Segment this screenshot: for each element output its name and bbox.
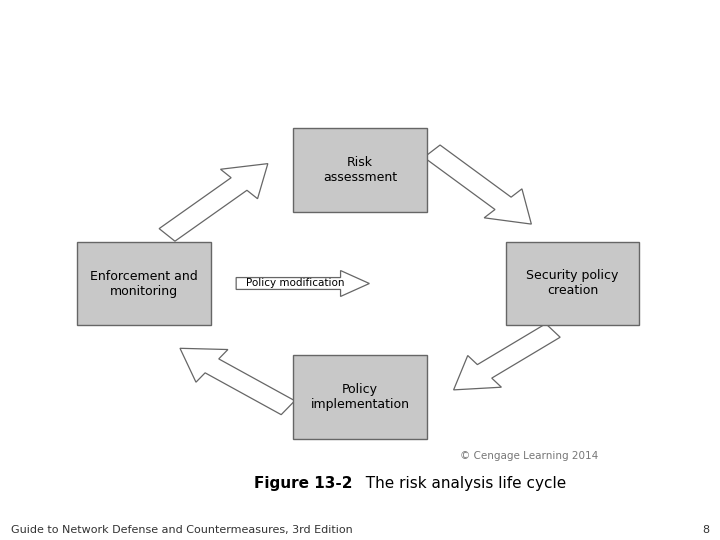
FancyArrow shape [424,145,531,224]
FancyArrow shape [236,271,369,296]
FancyBboxPatch shape [294,355,426,438]
Text: Policy modification: Policy modification [246,279,345,288]
FancyArrow shape [159,164,268,241]
FancyBboxPatch shape [78,241,210,325]
Text: © Cengage Learning 2014: © Cengage Learning 2014 [460,451,598,461]
FancyArrow shape [180,348,294,415]
Text: Figure 13-2: Figure 13-2 [254,476,353,491]
Text: Guide to Network Defense and Countermeasures, 3rd Edition: Guide to Network Defense and Countermeas… [11,525,353,535]
FancyBboxPatch shape [294,128,426,212]
FancyBboxPatch shape [505,241,639,325]
Text: Policy
implementation: Policy implementation [310,383,410,411]
Text: The risk analysis life cycle: The risk analysis life cycle [356,476,567,491]
FancyArrow shape [454,323,560,390]
Text: 8: 8 [702,525,709,535]
Text: Enforcement and
monitoring: Enforcement and monitoring [90,269,198,298]
Text: Security policy
creation: Security policy creation [526,269,618,298]
Text: Risk
assessment: Risk assessment [323,156,397,184]
